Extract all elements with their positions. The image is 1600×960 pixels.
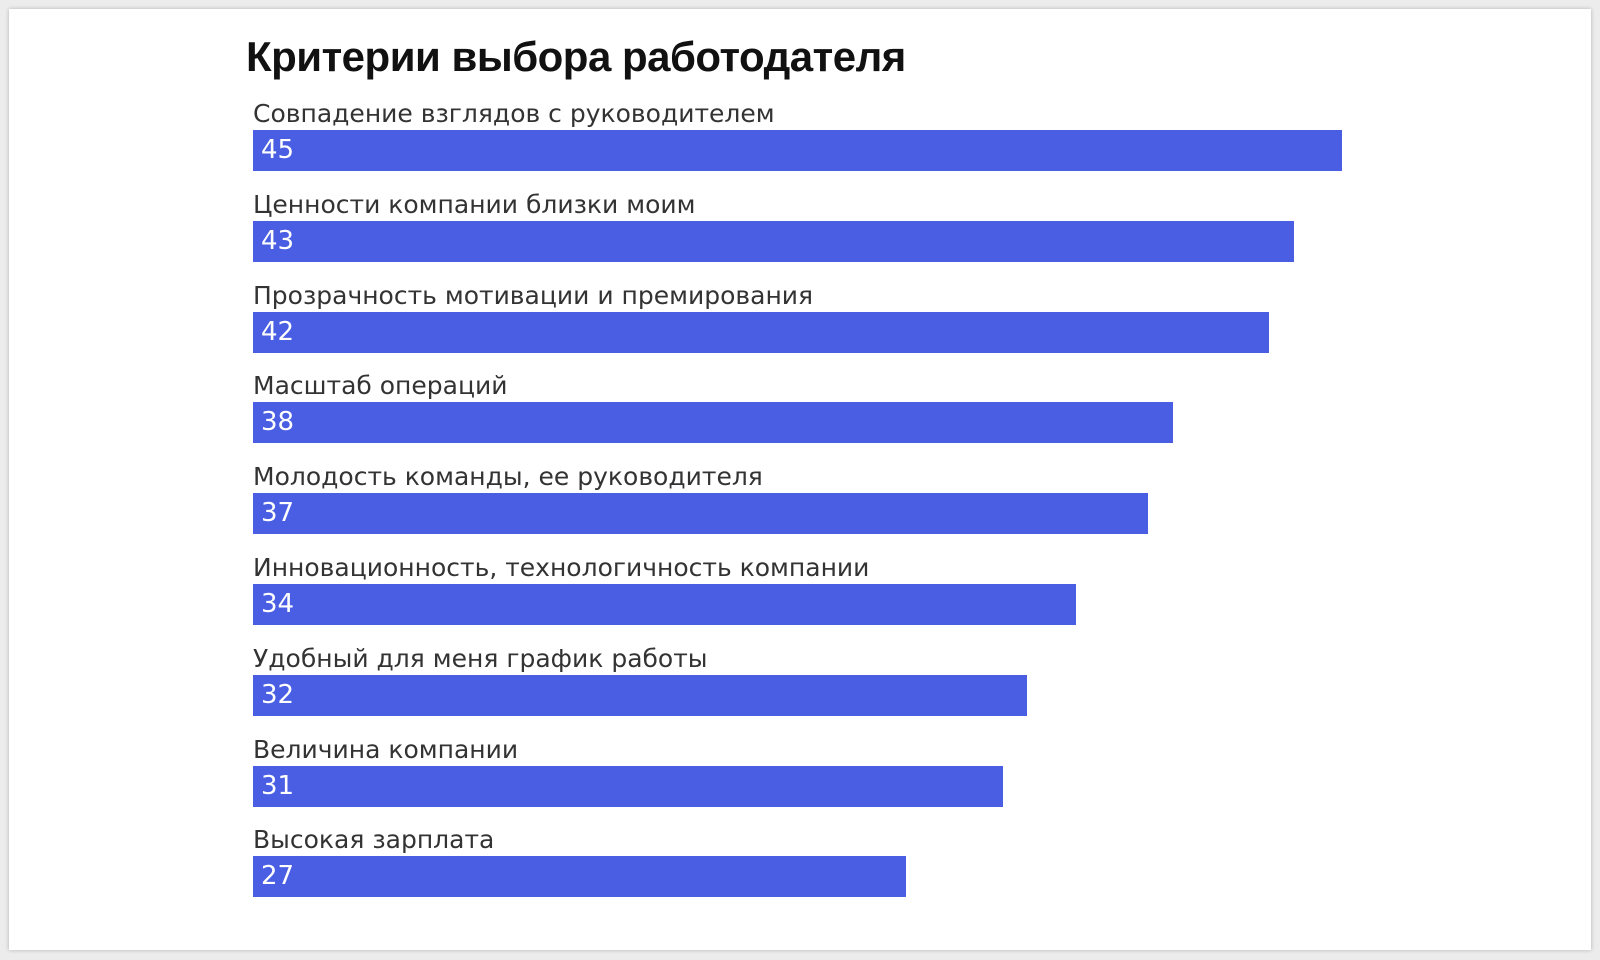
category-label: Прозрачность мотивации и премирования — [253, 280, 814, 310]
bar: 27 — [253, 856, 907, 898]
bar: 34 — [253, 584, 1076, 625]
bar-row: Величина компании 31 — [253, 735, 1453, 825]
bar-row: Молодость команды, ее руководителя 37 — [253, 462, 1453, 552]
value-label: 34 — [261, 589, 295, 619]
value-label: 42 — [261, 316, 295, 347]
bar-row: Удобный для меня график работы 32 — [253, 644, 1453, 734]
category-label: Масштаб операций — [253, 371, 508, 401]
bar: 38 — [253, 402, 1173, 444]
value-label: 27 — [261, 861, 295, 892]
category-label: Ценности компании близки моим — [253, 189, 696, 219]
bar: 42 — [253, 311, 1270, 353]
bar-row: Прозрачность мотивации и премирования 42 — [253, 281, 1453, 371]
value-label: 38 — [261, 407, 295, 438]
category-label: Молодость команды, ее руководителя — [253, 462, 763, 492]
bar: 43 — [253, 220, 1294, 262]
bar-row: Высокая зарплата 27 — [253, 825, 1453, 915]
category-label: Инновационность, технологичность компани… — [253, 553, 870, 582]
category-label: Удобный для меня график работы — [253, 643, 708, 673]
bar-row: Ценности компании близки моим 43 — [253, 190, 1453, 280]
value-label: 31 — [261, 770, 295, 801]
category-label: Величина компании — [253, 734, 519, 764]
value-label: 43 — [261, 225, 295, 256]
value-label: 32 — [261, 679, 295, 710]
bar: 37 — [253, 493, 1149, 535]
bar: 45 — [253, 130, 1342, 171]
chart-card: Критерии выбора работодателя Совпадение … — [9, 9, 1591, 950]
bar-row: Инновационность, технологичность компани… — [253, 553, 1453, 643]
value-label: 45 — [261, 135, 295, 165]
category-label: Высокая зарплата — [253, 825, 495, 855]
category-label: Совпадение взглядов с руководителем — [253, 99, 775, 128]
bar: 32 — [253, 674, 1028, 716]
bar: 31 — [253, 765, 1004, 807]
bar-row: Совпадение взглядов с руководителем 45 — [253, 99, 1453, 189]
bar-row: Масштаб операций 38 — [253, 371, 1453, 461]
value-label: 37 — [261, 498, 295, 529]
chart-title: Критерии выбора работодателя — [246, 33, 906, 80]
